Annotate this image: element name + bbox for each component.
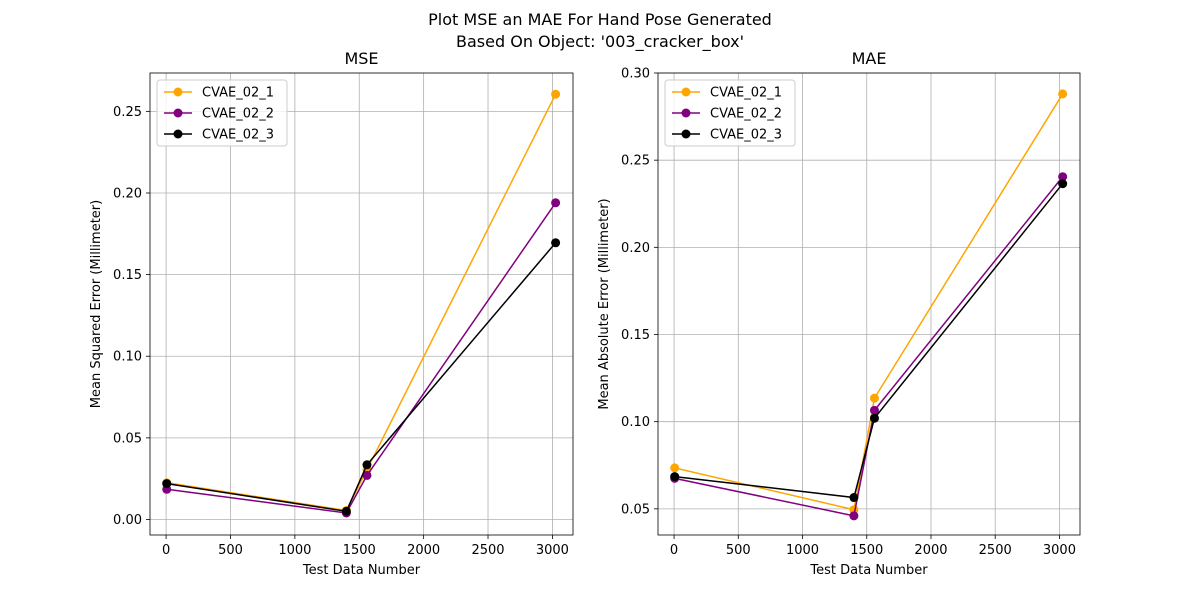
y-tick-label: 0.00	[113, 513, 142, 528]
series-line-2	[166, 202, 557, 514]
legend-label-3: CVAE_02_3	[710, 128, 782, 143]
data-point	[849, 511, 859, 521]
legend-label-1: CVAE_02_1	[710, 86, 782, 101]
x-tick-label: 1000	[278, 543, 311, 558]
x-axis-label: Test Data Number	[302, 563, 421, 578]
legend-marker-2	[173, 108, 183, 118]
x-tick-label: 2000	[914, 543, 947, 558]
y-tick-label: 0.10	[621, 415, 650, 430]
plot-frame	[657, 72, 1081, 536]
data-point	[362, 460, 372, 470]
x-tick-label: 0	[670, 543, 678, 558]
y-axis-label: Mean Absolute Error (Millimeter)	[597, 198, 612, 409]
series-line-2	[674, 176, 1064, 517]
x-tick-label: 3000	[1043, 543, 1076, 558]
chart-panel-2: 0 500 1000 1500 2000 2500 3000 0.05 0.10 0.15 0.20…	[597, 49, 1081, 578]
x-tick-label: 2000	[407, 543, 440, 558]
legend-label-1: CVAE_02_1	[202, 86, 274, 101]
legend-marker-3	[173, 129, 183, 139]
axes-title: MAE	[852, 49, 887, 68]
legend-marker-2	[681, 108, 691, 118]
data-point	[551, 198, 561, 208]
legend-box	[156, 79, 288, 147]
y-tick-label: 0.25	[621, 154, 650, 169]
plot-frame	[149, 72, 574, 536]
x-tick-label: 1500	[343, 543, 376, 558]
legend-box	[664, 79, 796, 147]
legend-marker-3	[681, 129, 691, 139]
series-line-3	[674, 183, 1064, 499]
x-axis-label: Test Data Number	[809, 563, 928, 578]
x-tick-label: 500	[218, 543, 243, 558]
data-point	[162, 479, 172, 489]
legend: CVAE_02_1 CVAE_02_2 CVAE_02_3	[156, 79, 288, 147]
series-line-3	[166, 242, 557, 513]
x-tick-label: 2500	[979, 543, 1012, 558]
legend-marker-1	[173, 87, 183, 97]
axes-title: MSE	[344, 49, 378, 68]
data-point	[1058, 179, 1068, 189]
x-tick-label: 500	[726, 543, 751, 558]
data-point	[670, 463, 680, 473]
legend-label-2: CVAE_02_2	[202, 107, 274, 122]
data-point	[869, 405, 879, 415]
data-point	[1058, 89, 1068, 99]
y-tick-label: 0.20	[113, 186, 142, 201]
data-point	[869, 393, 879, 403]
y-tick-label: 0.15	[113, 268, 142, 283]
chart-panel-1: 0 500 1000 1500 2000 2500 3000 0.00 0.05 0.10 0.15…	[89, 49, 574, 578]
data-point	[670, 472, 680, 482]
data-point	[1058, 172, 1068, 182]
y-tick-label: 0.05	[113, 431, 142, 446]
figure-title-line-1: Plot MSE an MAE For Hand Pose Generated	[428, 10, 772, 29]
x-tick-label: 2500	[471, 543, 504, 558]
y-tick-label: 0.10	[113, 350, 142, 365]
legend-label-2: CVAE_02_2	[710, 107, 782, 122]
figure-title-line-2: Based On Object: '003_cracker_box'	[456, 32, 744, 51]
y-tick-label: 0.20	[621, 241, 650, 256]
y-axis-label: Mean Squared Error (Millimeter)	[89, 200, 104, 408]
y-tick-label: 0.30	[621, 67, 650, 82]
x-tick-label: 1500	[850, 543, 883, 558]
legend: CVAE_02_1 CVAE_02_2 CVAE_02_3	[664, 79, 796, 147]
x-tick-label: 0	[162, 543, 170, 558]
legend-label-3: CVAE_02_3	[202, 128, 274, 143]
y-tick-label: 0.05	[621, 502, 650, 517]
y-tick-label: 0.25	[113, 105, 142, 120]
data-point	[341, 506, 351, 516]
data-point	[869, 413, 879, 423]
data-point	[849, 493, 859, 503]
x-tick-label: 3000	[536, 543, 569, 558]
data-point	[551, 238, 561, 248]
legend-marker-1	[681, 87, 691, 97]
series-line-1	[166, 93, 557, 512]
x-tick-label: 1000	[786, 543, 819, 558]
data-point	[551, 89, 561, 99]
y-tick-label: 0.15	[621, 328, 650, 343]
data-point	[362, 470, 372, 480]
series-line-1	[674, 93, 1064, 511]
